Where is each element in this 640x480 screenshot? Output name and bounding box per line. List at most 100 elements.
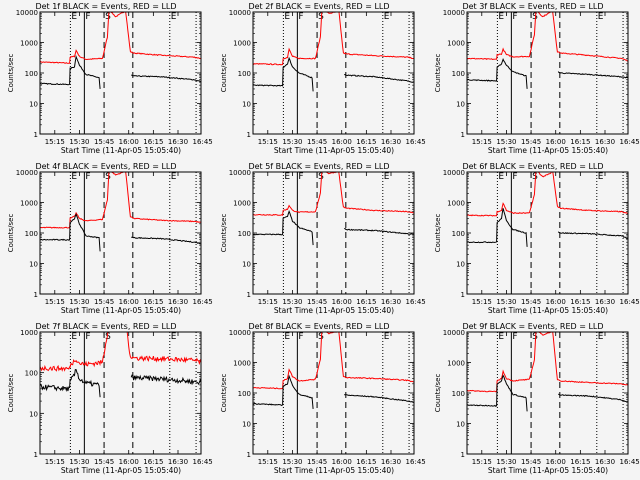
time-marker-label: E	[171, 332, 177, 342]
lld-series-line	[467, 12, 628, 62]
panel-svg: Det 5f BLACK = Events, RED = LLD 1 10 100 10…	[220, 162, 426, 315]
time-marker-label: E	[171, 172, 177, 182]
y-tick-label: 1000	[20, 200, 38, 208]
x-tick-label: 15:30	[69, 458, 89, 466]
y-tick-label: 10	[456, 421, 465, 429]
y-tick-label: 10000	[443, 169, 465, 177]
lld-series-line	[467, 332, 628, 393]
x-tick-label: 16:30	[381, 298, 401, 306]
panel-title: Det 9f BLACK = Events, RED = LLD	[462, 322, 603, 331]
x-tick-label: 15:15	[258, 458, 278, 466]
x-tick-label: 16:15	[356, 138, 376, 146]
y-axis-label: Counts/sec	[220, 214, 228, 253]
events-series-line-pre	[40, 213, 101, 252]
x-tick-label: 16:00	[332, 458, 352, 466]
y-axis-label: Counts/sec	[220, 374, 228, 413]
time-marker-label: E	[71, 172, 77, 182]
events-series-line-pre	[253, 56, 314, 92]
x-tick-label: 16:30	[381, 138, 401, 146]
plot-frame	[252, 171, 415, 295]
y-tick-label: 10	[242, 101, 251, 109]
x-tick-label: 16:00	[332, 298, 352, 306]
events-series-line-pre	[253, 209, 314, 246]
time-marker-label: F	[298, 12, 303, 22]
y-tick-label: 10	[456, 261, 465, 269]
y-tick-label: 1000	[447, 40, 465, 48]
events-series-line-pre	[40, 54, 101, 89]
y-tick-label: 10	[242, 421, 251, 429]
time-marker-label: E	[284, 332, 290, 342]
x-tick-label: 16:30	[168, 138, 188, 146]
y-tick-label: 100	[452, 390, 465, 398]
time-marker-label: E	[598, 172, 604, 182]
y-tick-label: 10	[456, 101, 465, 109]
panel-title: Det 5f BLACK = Events, RED = LLD	[248, 162, 389, 171]
panel-svg: Det 2f BLACK = Events, RED = LLD 1 10 100 10…	[220, 2, 426, 155]
x-tick-label: 16:30	[168, 298, 188, 306]
y-axis-label: Counts/sec	[434, 54, 442, 93]
panel-svg: Det 6f BLACK = Events, RED = LLD 1 10 100 10…	[434, 162, 640, 315]
x-tick-label: 16:45	[193, 138, 213, 146]
panel-svg: Det 7f BLACK = Events, RED = LLD 1 10 100 10…	[7, 322, 213, 475]
x-tick-label: 15:15	[45, 138, 65, 146]
x-tick-label: 16:30	[168, 458, 188, 466]
panel-title: Det 7f BLACK = Events, RED = LLD	[35, 322, 176, 331]
y-tick-label: 10000	[16, 169, 38, 177]
x-axis-label: Start Time (11-Apr-05 15:05:40)	[488, 306, 608, 315]
y-tick-label: 10000	[16, 9, 38, 17]
panel-title: Det 6f BLACK = Events, RED = LLD	[462, 162, 603, 171]
y-tick-label: 10000	[229, 329, 251, 337]
events-series-line-pre	[467, 57, 528, 89]
x-tick-label: 16:45	[620, 298, 640, 306]
x-tick-label: 16:00	[119, 138, 139, 146]
y-tick-label: 100	[238, 70, 251, 78]
panel-title: Det 4f BLACK = Events, RED = LLD	[35, 162, 176, 171]
x-tick-label: 15:15	[472, 458, 492, 466]
y-tick-label: 1	[34, 131, 38, 139]
plot-frame	[252, 331, 415, 455]
y-axis-label: Counts/sec	[7, 374, 15, 413]
panel-svg: Det 3f BLACK = Events, RED = LLD 1 10 100 10…	[434, 2, 640, 155]
y-tick-label: 10000	[443, 329, 465, 337]
x-tick-label: 16:30	[595, 138, 615, 146]
events-series-line-post	[557, 393, 628, 403]
x-tick-label: 15:30	[496, 458, 516, 466]
time-marker-label: E	[598, 12, 604, 22]
detector-panel-9: Det 9f BLACK = Events, RED = LLD 1 10 100 10…	[427, 320, 640, 480]
events-series-line-post	[131, 236, 201, 245]
events-series-line-pre	[467, 374, 528, 412]
x-tick-label: 16:15	[143, 298, 163, 306]
panel-title: Det 3f BLACK = Events, RED = LLD	[462, 2, 603, 11]
detector-panel-3: Det 3f BLACK = Events, RED = LLD 1 10 100 10…	[427, 0, 640, 160]
x-axis-label: Start Time (11-Apr-05 15:05:40)	[61, 146, 181, 155]
x-tick-label: 15:15	[45, 458, 65, 466]
events-series-line-post	[130, 74, 201, 83]
y-tick-label: 1000	[20, 329, 38, 337]
x-tick-label: 15:15	[258, 298, 278, 306]
events-series-line-pre	[253, 374, 314, 409]
panel-svg: Det 4f BLACK = Events, RED = LLD 1 10 100 10…	[7, 162, 213, 315]
x-axis-label: Start Time (11-Apr-05 15:05:40)	[274, 146, 394, 155]
time-marker-label: E	[384, 172, 390, 182]
time-marker-label: F	[85, 172, 90, 182]
y-axis-label: Counts/sec	[434, 214, 442, 253]
x-axis-label: Start Time (11-Apr-05 15:05:40)	[488, 466, 608, 475]
x-axis-label: Start Time (11-Apr-05 15:05:40)	[61, 306, 181, 315]
panel-svg: Det 1f BLACK = Events, RED = LLD 1 10 100 10…	[7, 2, 213, 155]
y-tick-label: 10	[29, 261, 38, 269]
y-tick-label: 1000	[20, 40, 38, 48]
x-tick-label: 16:45	[620, 458, 640, 466]
y-tick-label: 10000	[229, 169, 251, 177]
time-marker-label: E	[71, 332, 77, 342]
y-tick-label: 1	[461, 451, 465, 459]
x-axis-label: Start Time (11-Apr-05 15:05:40)	[274, 306, 394, 315]
x-tick-label: 15:45	[307, 298, 327, 306]
x-tick-label: 15:45	[307, 458, 327, 466]
x-tick-label: 15:30	[496, 138, 516, 146]
x-tick-label: 15:30	[282, 458, 302, 466]
time-marker-label: F	[512, 172, 517, 182]
